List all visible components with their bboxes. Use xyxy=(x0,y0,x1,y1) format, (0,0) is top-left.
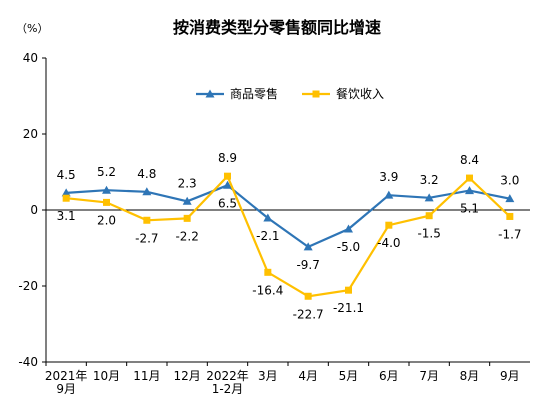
y-tick-label: 40 xyxy=(23,51,38,65)
x-tick-label: 12月 xyxy=(174,369,201,383)
data-point xyxy=(103,198,110,206)
y-tick-label: 0 xyxy=(30,203,38,217)
data-label: 4.8 xyxy=(137,167,156,181)
data-label: -1.5 xyxy=(417,227,440,241)
data-label: 5.2 xyxy=(97,165,116,179)
x-tick-label: 2022年 xyxy=(206,369,249,383)
legend-entry: 餐饮收入 xyxy=(336,86,384,101)
data-point xyxy=(182,196,192,205)
data-point xyxy=(102,185,111,194)
data-point xyxy=(143,216,151,224)
data-point xyxy=(61,188,71,197)
data-point xyxy=(264,268,272,276)
data-label: 2.0 xyxy=(97,213,116,227)
data-point xyxy=(224,172,231,180)
data-label: 8.9 xyxy=(218,151,237,165)
data-label: -22.7 xyxy=(293,307,324,321)
data-label: 3.9 xyxy=(379,170,398,184)
legend-marker xyxy=(312,90,320,98)
x-tick-label: 9月 xyxy=(500,369,520,383)
y-unit-label: （%） xyxy=(16,22,49,35)
data-point xyxy=(263,213,273,222)
data-label: 2.3 xyxy=(178,176,197,190)
data-point xyxy=(424,193,434,202)
x-tick-label: 10月 xyxy=(93,369,120,383)
data-point xyxy=(425,212,433,220)
chart-title: 按消费类型分零售额同比增速 xyxy=(172,18,381,37)
data-point xyxy=(505,194,515,203)
data-point xyxy=(344,224,353,233)
x-tick-label: 2021年 xyxy=(45,369,88,383)
data-label: 5.1 xyxy=(460,202,479,216)
x-tick-label: 8月 xyxy=(460,369,480,383)
data-point xyxy=(384,190,394,199)
x-tick-label: 5月 xyxy=(339,369,359,383)
data-point xyxy=(506,212,514,220)
data-point xyxy=(183,214,191,222)
y-tick-label: -40 xyxy=(18,355,38,369)
data-label: 3.0 xyxy=(500,174,519,188)
legend-marker xyxy=(205,89,215,98)
data-label: -5.0 xyxy=(337,240,360,254)
data-point xyxy=(465,186,474,195)
data-point xyxy=(466,174,473,182)
data-point xyxy=(304,292,312,300)
x-tick-label: 1-2月 xyxy=(212,382,244,396)
data-label: -21.1 xyxy=(333,301,364,315)
data-point xyxy=(62,194,70,202)
data-point xyxy=(385,221,393,229)
x-tick-label: 6月 xyxy=(379,369,399,383)
data-point xyxy=(303,242,313,251)
x-tick-label: 4月 xyxy=(298,369,318,383)
x-tick-label: 7月 xyxy=(419,369,439,383)
data-label: -16.4 xyxy=(252,283,283,297)
data-point xyxy=(142,187,152,196)
x-tick-label: 3月 xyxy=(258,369,278,383)
data-label: -2.2 xyxy=(175,229,198,243)
x-tick-label: 11月 xyxy=(133,369,160,383)
data-label: 4.5 xyxy=(57,168,76,182)
data-label: -2.7 xyxy=(135,231,158,245)
data-label: 3.2 xyxy=(420,173,439,187)
y-tick-label: 20 xyxy=(23,127,38,141)
series-line-0 xyxy=(66,184,511,249)
y-tick-label: -20 xyxy=(18,279,38,293)
data-label: -2.1 xyxy=(256,229,279,243)
data-label: -4.0 xyxy=(377,236,400,250)
data-label: 3.1 xyxy=(57,209,76,223)
data-label: -1.7 xyxy=(498,227,521,241)
data-point xyxy=(345,286,352,294)
series-line-1 xyxy=(66,174,511,298)
legend-entry: 商品零售 xyxy=(230,86,278,101)
data-label: -9.7 xyxy=(296,258,319,272)
data-label: 6.5 xyxy=(218,196,237,210)
data-label: 8.4 xyxy=(460,153,479,167)
data-point xyxy=(223,180,232,189)
x-tick-label: 9月 xyxy=(56,382,76,396)
